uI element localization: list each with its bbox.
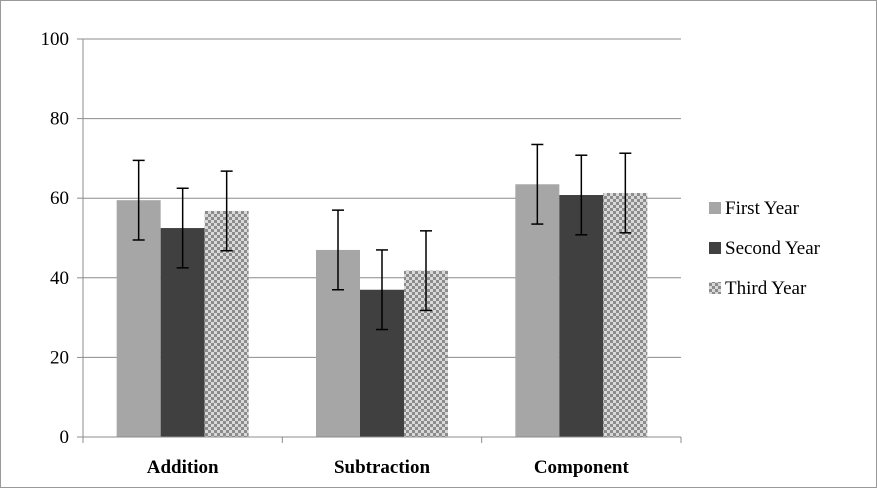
legend-label: Second Year [725,238,821,259]
legend-swatch [709,202,721,214]
y-tick-label: 20 [50,347,69,368]
category-label-component: Component [534,457,630,478]
y-tick-label: 80 [50,109,69,130]
category-label-subtraction: Subtraction [334,457,431,478]
y-tick-label: 100 [41,29,70,50]
y-tick-label: 0 [60,427,70,448]
legend: First Year Second Year Third Year [709,198,821,299]
bar-first-year-component [515,184,560,437]
y-tick-label: 60 [50,188,69,209]
legend-label: Third Year [725,278,807,299]
bar-third-year-component [603,193,648,437]
legend-label: First Year [725,198,800,219]
legend-swatch [709,282,721,294]
category-label-addition: Addition [147,457,219,478]
bars [116,184,648,437]
y-tick-label: 40 [50,268,69,289]
axes: 0 20 40 60 80 100 Addition Subtraction Component [41,29,682,478]
legend-swatch [709,242,721,254]
error-bars [132,143,632,331]
